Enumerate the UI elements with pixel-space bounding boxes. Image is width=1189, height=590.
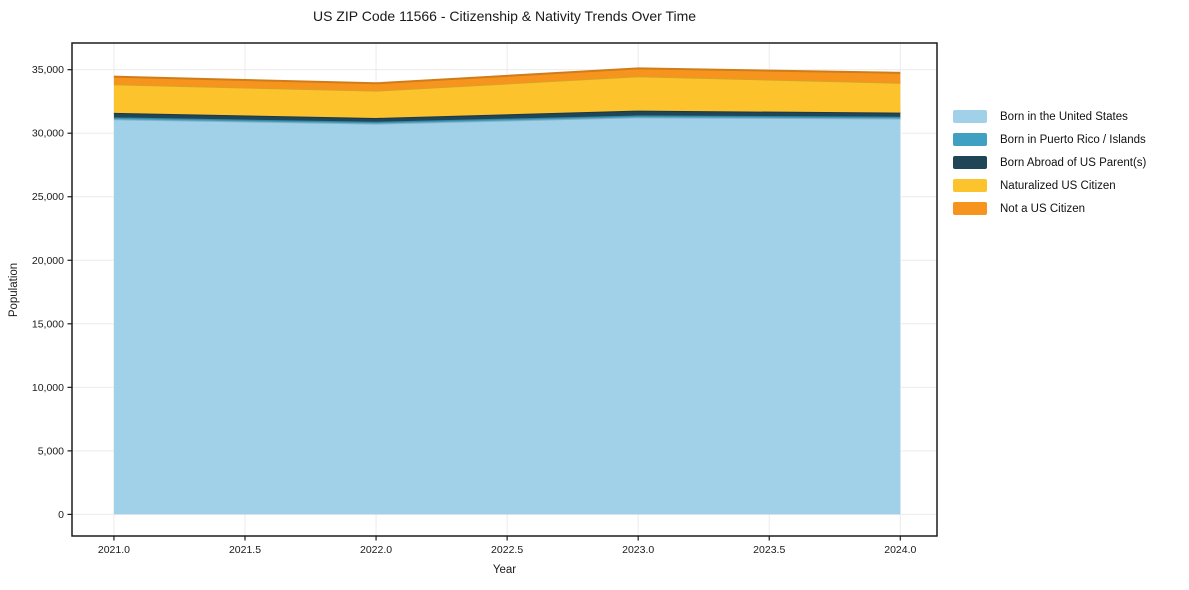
legend-label-1: Born in Puerto Rico / Islands bbox=[1000, 133, 1146, 146]
x-tick-label: 2023.0 bbox=[622, 544, 654, 556]
legend-item-3: Naturalized US Citizen bbox=[953, 179, 1146, 192]
y-tick-label: 15,000 bbox=[32, 318, 64, 330]
y-tick-label: 25,000 bbox=[32, 191, 64, 203]
x-tick-label: 2021.5 bbox=[229, 544, 261, 556]
area-edge-4 bbox=[113, 67, 901, 85]
legend-item-4: Not a US Citizen bbox=[953, 202, 1146, 215]
legend-swatch-3 bbox=[953, 179, 987, 192]
x-axis-label: Year bbox=[492, 564, 517, 576]
legend-item-0: Born in the United States bbox=[953, 110, 1146, 123]
area-band-0 bbox=[113, 117, 901, 515]
legend-label-4: Not a US Citizen bbox=[1000, 202, 1086, 215]
legend-swatch-1 bbox=[953, 133, 987, 146]
legend-swatch-4 bbox=[953, 202, 987, 215]
legend: Born in the United States Born in Puerto … bbox=[953, 110, 1146, 215]
legend-item-1: Born in Puerto Rico / Islands bbox=[953, 133, 1146, 146]
legend-label-3: Naturalized US Citizen bbox=[1000, 179, 1116, 192]
y-tick-label: 0 bbox=[58, 509, 64, 521]
y-tick-label: 30,000 bbox=[32, 128, 64, 140]
chart-title: US ZIP Code 11566 - Citizenship & Nativi… bbox=[312, 8, 697, 24]
x-tick-label: 2023.5 bbox=[753, 544, 785, 556]
legend-item-2: Born Abroad of US Parent(s) bbox=[953, 156, 1146, 169]
plot-frame bbox=[71, 42, 938, 537]
y-tick-label: 10,000 bbox=[32, 382, 64, 394]
x-tick-label: 2024.0 bbox=[884, 544, 916, 556]
legend-swatch-0 bbox=[953, 110, 987, 123]
area-band-2 bbox=[113, 110, 901, 122]
legend-label-2: Born Abroad of US Parent(s) bbox=[1000, 156, 1147, 169]
y-tick-label: 20,000 bbox=[32, 255, 64, 267]
legend-label-0: Born in the United States bbox=[1000, 110, 1128, 123]
legend-swatch-2 bbox=[953, 156, 987, 169]
x-tick-label: 2021.0 bbox=[98, 544, 130, 556]
area-band-4 bbox=[113, 68, 901, 91]
area-band-3 bbox=[113, 76, 901, 118]
x-tick-label: 2022.0 bbox=[360, 544, 392, 556]
x-tick-label: 2022.5 bbox=[491, 544, 523, 556]
y-tick-label: 5,000 bbox=[38, 445, 64, 457]
y-tick-label: 35,000 bbox=[32, 64, 64, 76]
